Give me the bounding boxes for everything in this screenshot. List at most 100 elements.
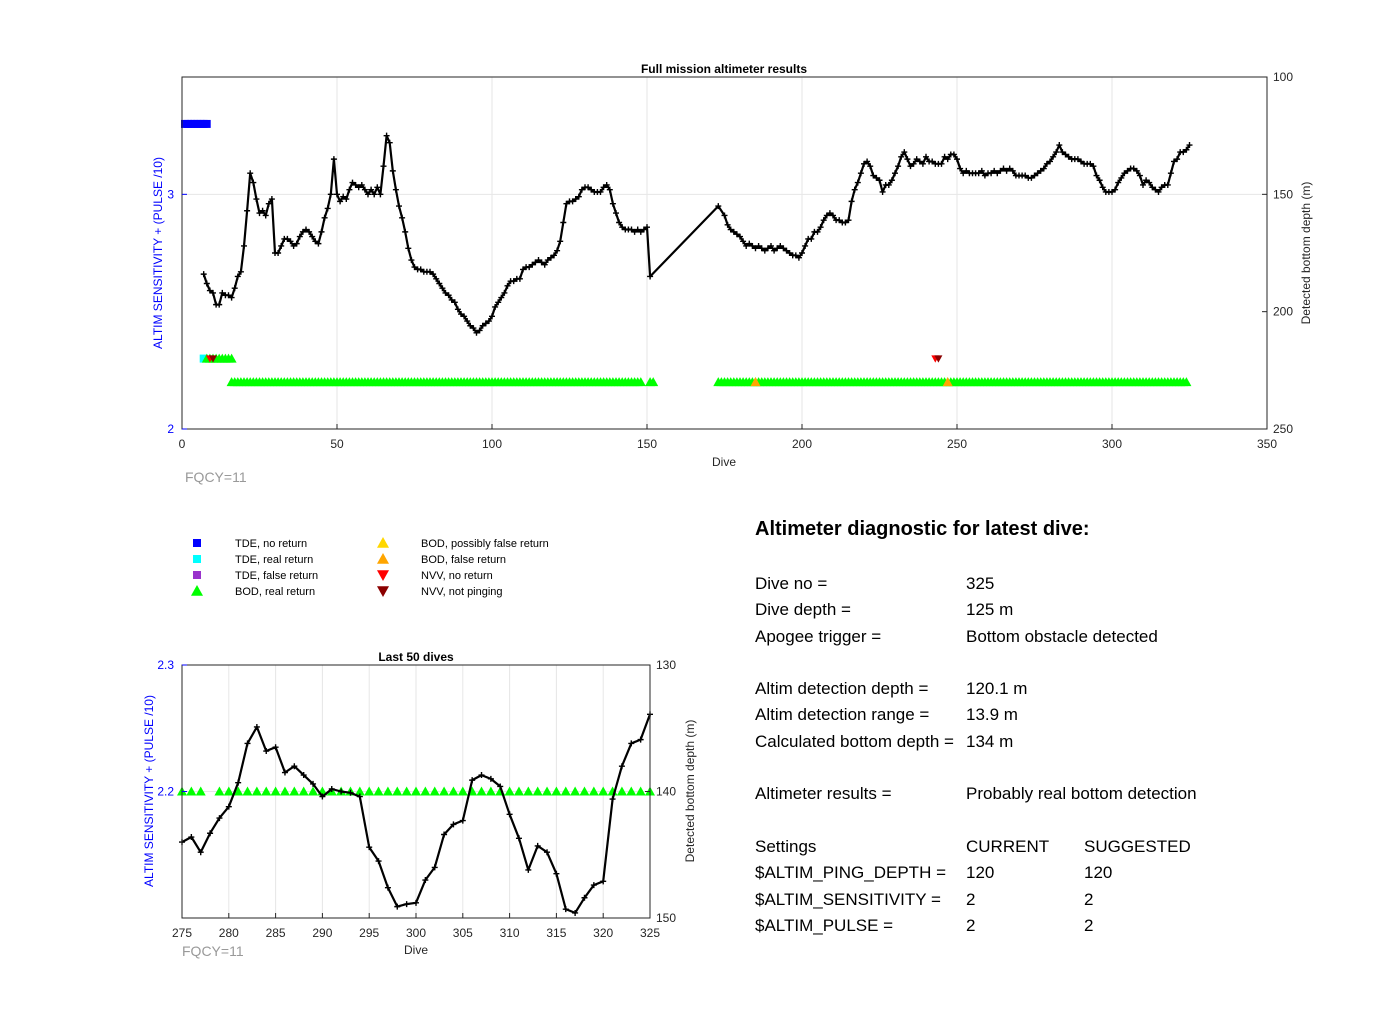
main-depth-point xyxy=(981,172,988,179)
pulse-label: $ALTIM_PULSE = xyxy=(755,915,894,935)
bod-real-return-marker xyxy=(411,786,421,796)
results-label: Altimeter results = xyxy=(755,784,892,804)
main-depth-point xyxy=(733,231,740,238)
main-depth-point xyxy=(603,181,610,188)
main-depth-point xyxy=(1037,167,1044,174)
main-depth-point xyxy=(1087,160,1094,167)
main-depth-point xyxy=(644,224,650,231)
main-depth-point xyxy=(851,186,858,193)
main-depth-point xyxy=(343,196,350,203)
inset-depth-point xyxy=(244,740,251,747)
main-depth-point xyxy=(544,257,551,264)
main-depth-point xyxy=(938,160,945,167)
main-depth-point xyxy=(225,292,232,299)
main-depth-point xyxy=(560,219,567,226)
main-depth-point xyxy=(1115,179,1122,186)
main-depth-point xyxy=(1074,156,1081,163)
main-depth-point xyxy=(885,181,892,188)
main-depth-point xyxy=(1009,167,1016,174)
main-depth-point xyxy=(907,163,914,170)
bod-real-return-marker xyxy=(635,786,646,796)
bod-real-return-marker xyxy=(298,786,309,796)
main-depth-point xyxy=(901,149,908,156)
inset-depth-point xyxy=(431,864,438,871)
main-depth-point xyxy=(842,219,849,226)
bod-real-return-marker xyxy=(504,786,515,796)
main-depth-point xyxy=(919,160,926,167)
main-depth-point xyxy=(802,242,809,249)
inset-y-left-label: ALTIM SENSITIVITY + (PULSE /10) xyxy=(142,695,156,887)
inset-depth-point xyxy=(515,835,522,842)
legend-marker-bod-false-return xyxy=(377,553,389,564)
main-depth-point xyxy=(262,212,269,219)
dive-depth-row: Dive depth = 125 m xyxy=(755,597,1375,623)
legend-marker-nvv-not-pinging xyxy=(377,586,389,597)
main-depth-point xyxy=(529,261,536,268)
main-depth-point xyxy=(1062,151,1069,158)
main-depth-point xyxy=(628,226,635,233)
bod-real-return-marker xyxy=(373,786,384,796)
inset-depth-point xyxy=(235,779,242,786)
main-depth-point xyxy=(795,254,802,261)
main-depth-point xyxy=(1090,163,1097,170)
main-depth-point xyxy=(247,170,254,177)
bod-real-return-marker xyxy=(429,786,440,796)
inset-depth-point xyxy=(618,763,625,770)
main-depth-point xyxy=(752,245,759,252)
main-depth-point xyxy=(284,235,291,242)
bod-real-return-marker xyxy=(570,786,581,796)
main-depth-point xyxy=(957,165,964,172)
main-depth-point xyxy=(554,247,561,254)
main-x-label: Dive xyxy=(712,455,736,469)
bod-real-return-marker xyxy=(261,786,272,796)
main-depth-point xyxy=(616,219,623,226)
main-depth-point xyxy=(761,247,768,254)
sensitivity-row: $ALTIM_SENSITIVITY = 2 2 xyxy=(755,887,1375,913)
inset-depth-point xyxy=(281,769,288,776)
main-x-tick-label: 0 xyxy=(179,437,186,451)
calc-depth-label: Calculated bottom depth = xyxy=(755,731,954,751)
main-depth-point xyxy=(569,198,576,205)
inset-depth-point xyxy=(422,877,429,884)
main-depth-point xyxy=(427,268,433,275)
main-fqcy: FQCY=11 xyxy=(185,469,247,485)
inset-depth-point xyxy=(525,866,532,873)
main-x-tick-label: 350 xyxy=(1257,437,1277,451)
main-depth-point xyxy=(392,186,399,193)
bod-real-return-marker xyxy=(289,786,300,796)
main-depth-point xyxy=(619,224,626,231)
inset-depth-point xyxy=(263,748,270,755)
main-depth-point xyxy=(557,238,564,245)
diagnostic-panel: Altimeter diagnostic for latest dive: Di… xyxy=(755,518,1375,939)
bod-real-return-marker xyxy=(279,786,290,796)
main-depth-point xyxy=(1183,146,1190,153)
inset-depth-point xyxy=(253,723,260,730)
bod-real-return-marker xyxy=(354,786,365,796)
bod-real-return-marker xyxy=(439,786,450,796)
main-depth-point xyxy=(1171,158,1177,165)
legend-marker-bod-possibly-false-return xyxy=(377,537,389,548)
main-depth-point xyxy=(259,207,266,214)
main-depth-point xyxy=(1186,142,1193,149)
main-depth-point xyxy=(216,301,223,308)
inset-depth-point xyxy=(534,842,541,849)
main-depth-point xyxy=(203,280,210,287)
inset-depth-point xyxy=(272,744,279,751)
main-chart: 0 50 100 150 200 250 300 350 100 150 200 250 2 3 Full… xyxy=(151,62,1313,485)
bod-real-return-marker xyxy=(523,786,534,796)
main-depth-point xyxy=(836,217,843,224)
main-depth-point xyxy=(296,233,303,240)
main-y-left-label: ALTIM SENSITIVITY + (PULSE /10) xyxy=(151,157,165,349)
main-depth-point xyxy=(237,268,244,275)
legend-label: BOD, real return xyxy=(235,586,315,598)
main-depth-point xyxy=(755,242,762,249)
bod-real-return-marker xyxy=(420,786,431,796)
inset-depth-point xyxy=(572,909,579,916)
main-depth-point xyxy=(309,233,316,240)
main-depth-point xyxy=(454,306,461,313)
main-depth-point xyxy=(1050,153,1057,160)
main-depth-point xyxy=(1096,177,1103,184)
bod-real-return-marker xyxy=(635,377,646,387)
main-depth-point xyxy=(532,259,539,266)
main-depth-point xyxy=(606,186,613,193)
